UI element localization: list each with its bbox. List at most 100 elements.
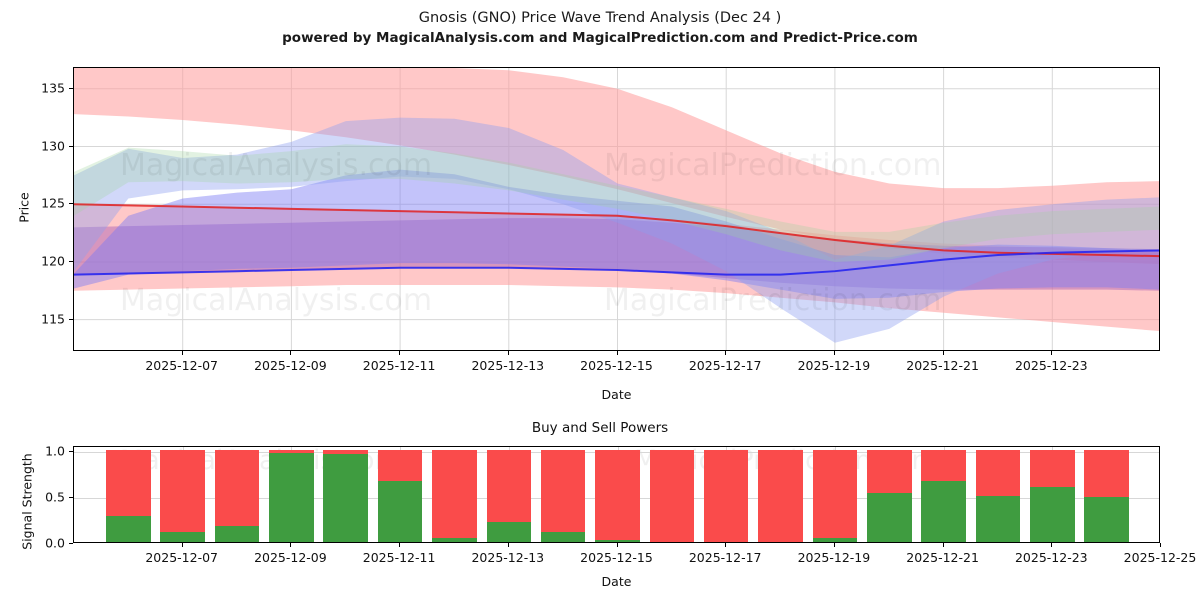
signal-bar[interactable] [540, 447, 586, 542]
price-ytick-label: 125 [41, 195, 65, 211]
signal-xtick-mark [616, 543, 618, 547]
signal-xtick-mark [942, 543, 944, 547]
signal-bar[interactable] [269, 447, 314, 542]
signal-bar[interactable] [812, 447, 858, 542]
signal-xtick-label: 2025-12-15 [580, 550, 653, 565]
sell-power-segment [160, 449, 205, 532]
signal-xtick-label: 2025-12-11 [362, 550, 436, 565]
signal-xtick-mark [290, 543, 292, 547]
signal-bar[interactable] [377, 447, 423, 542]
signal-bar[interactable] [214, 447, 260, 542]
signal-bar[interactable] [921, 447, 966, 542]
price-ytick-label: 135 [41, 80, 65, 96]
price-xtick-label: 2025-12-19 [797, 358, 871, 373]
band-green-tint-band [74, 144, 1159, 262]
price-xtick-label: 2025-12-13 [471, 358, 545, 373]
price-ytick-mark [69, 318, 73, 320]
sell-power-segment [921, 449, 966, 482]
sell-power-segment [975, 449, 1021, 496]
price-xtick-mark [290, 351, 292, 355]
sell-power-segment [758, 449, 803, 542]
price-ytick-mark [69, 203, 73, 205]
signal-bar[interactable] [703, 447, 749, 542]
buy-power-segment [323, 454, 369, 542]
price-ytick-mark [69, 260, 73, 262]
signal-bar[interactable] [106, 447, 151, 542]
signal-bar[interactable] [866, 447, 912, 542]
sell-power-segment [486, 449, 532, 522]
signal-ytick-label: 1.0 [45, 443, 65, 459]
sell-power-segment [432, 449, 477, 539]
buy-power-segment [214, 526, 260, 542]
line-red-trend-line [74, 203, 1159, 258]
signal-bar[interactable] [595, 447, 640, 542]
page-title: Gnosis (GNO) Price Wave Trend Analysis (… [418, 10, 782, 26]
signal-xtick-mark [725, 543, 727, 547]
buy-power-segment [269, 453, 314, 542]
price-xtick-mark [616, 351, 618, 355]
signal-bar[interactable] [432, 447, 477, 542]
price-axis-label: Price [16, 192, 32, 223]
signal-bar[interactable] [160, 447, 205, 542]
signal-xtick-label: 2025-12-23 [1014, 550, 1088, 565]
signal-bar[interactable] [975, 447, 1021, 542]
price-xaxis-label: Date [601, 387, 632, 402]
price-xtick-mark [507, 351, 509, 355]
signal-xtick-mark [507, 543, 509, 547]
signal-xtick-label: 2025-12-19 [797, 550, 871, 565]
signal-bar[interactable] [1030, 447, 1075, 542]
buy-power-segment [160, 531, 205, 542]
buy-power-segment [866, 493, 912, 542]
sell-power-segment [323, 449, 369, 455]
signal-xtick-label: 2025-12-25 [1123, 550, 1197, 565]
price-wave-panel: Price MagicalAnalysis.com MagicalPredict… [16, 67, 1160, 402]
price-xtick-label: 2025-12-09 [254, 358, 327, 373]
signal-ytick-mark [69, 543, 73, 544]
signal-xtick-mark [1160, 543, 1161, 547]
band-lower-red-band [74, 204, 1159, 332]
band-blue-wave-band [74, 117, 1159, 343]
sell-power-segment [1030, 449, 1075, 487]
signal-ytick-label: 0.5 [45, 489, 65, 505]
bars-layer [74, 447, 1159, 542]
buy-power-segment [540, 531, 586, 542]
signal-bar[interactable] [1084, 447, 1129, 542]
price-xtick-label: 2025-12-17 [688, 358, 762, 373]
signal-xtick-mark [181, 543, 183, 547]
signal-bar[interactable] [649, 447, 695, 542]
buy-power-segment [975, 495, 1021, 542]
price-xtick-mark [181, 351, 183, 355]
buy-power-segment [812, 538, 858, 542]
signal-ytick-mark [69, 450, 73, 452]
price-xtick-label: 2025-12-23 [1014, 358, 1088, 373]
price-ytick-label: 120 [41, 253, 65, 269]
signal-bar[interactable] [323, 447, 369, 542]
signal-xtick-mark [399, 543, 401, 547]
price-wave-svg [74, 68, 1159, 350]
band-outer-red-band [74, 68, 1159, 265]
price-xtick-mark [942, 351, 944, 355]
buy-power-segment [432, 538, 477, 542]
buy-sell-panel: Buy and Sell Powers Signal Strength Magi… [0, 408, 1200, 600]
sell-power-segment [540, 449, 586, 532]
buy-sell-plot-area: MagicalAnalysis.com MagicalPrediction.co… [73, 446, 1160, 543]
band-core-violet-band [74, 218, 1159, 291]
price-xtick-label: 2025-12-11 [362, 358, 436, 373]
price-plot-area: MagicalAnalysis.com MagicalPrediction.co… [73, 67, 1160, 351]
signal-bar[interactable] [486, 447, 532, 542]
sell-power-segment [1084, 449, 1129, 497]
sell-power-segment [812, 449, 858, 539]
signal-xtick-label: 2025-12-13 [471, 550, 545, 565]
price-xtick-mark [833, 351, 835, 355]
buy-power-segment [486, 521, 532, 542]
buy-power-segment [921, 481, 966, 542]
signal-xtick-label: 2025-12-21 [906, 550, 979, 565]
signal-bar[interactable] [758, 447, 803, 542]
signal-ytick-mark [69, 496, 73, 498]
signal-xtick-mark [1051, 543, 1053, 547]
signal-xaxis-label: Date [601, 574, 632, 589]
price-xtick-label: 2025-12-15 [580, 358, 653, 373]
buy-sell-title: Buy and Sell Powers [531, 420, 669, 436]
sell-power-segment [649, 449, 695, 542]
signal-ytick-label: 0.0 [45, 535, 65, 551]
